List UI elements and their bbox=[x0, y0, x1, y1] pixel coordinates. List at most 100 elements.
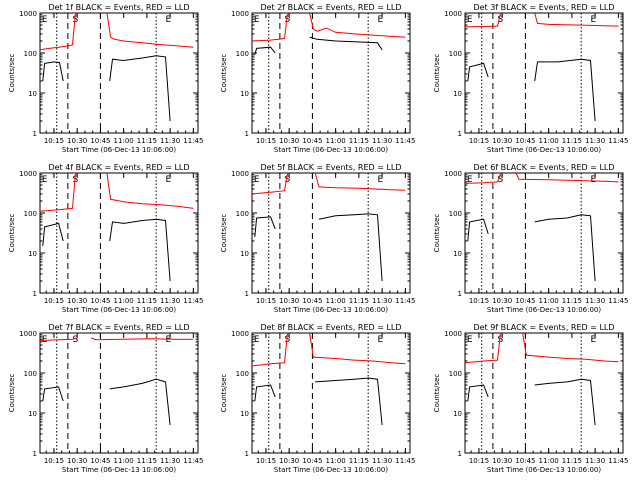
lld-series-line bbox=[106, 12, 194, 48]
plot-frame bbox=[464, 332, 624, 454]
x-tick-label: 11:15 bbox=[562, 457, 582, 465]
lld-series-line bbox=[522, 332, 619, 363]
x-tick-label: 10:30 bbox=[279, 457, 299, 465]
lld-series-line bbox=[309, 332, 406, 365]
chart-title: Det 1f BLACK = Events, RED = LLD bbox=[48, 3, 189, 12]
chart-title: Det 5f BLACK = Events, RED = LLD bbox=[260, 163, 401, 172]
x-tick-label: 11:30 bbox=[160, 137, 180, 145]
lld-series-line bbox=[515, 172, 619, 183]
y-tick-label: 100 bbox=[24, 50, 37, 58]
marker-label-s: S bbox=[285, 335, 291, 345]
events-series-line bbox=[534, 58, 596, 122]
x-tick-label: 11:15 bbox=[137, 297, 157, 305]
y-tick-label: 10 bbox=[240, 410, 249, 418]
x-tick-label: 10:15 bbox=[44, 297, 64, 305]
marker-label-e: E bbox=[377, 15, 383, 25]
marker-label-e: E bbox=[590, 15, 596, 25]
chart-panel-7: Det 7f BLACK = Events, RED = LLD 1 10 100 10… bbox=[8, 323, 203, 474]
x-tick-label: 11:30 bbox=[160, 297, 180, 305]
x-tick-label: 10:45 bbox=[90, 297, 110, 305]
events-series-line bbox=[254, 46, 276, 55]
lld-series-line bbox=[309, 12, 406, 38]
x-axis-label: Start Time (06-Dec-13 10:06:00) bbox=[487, 466, 601, 474]
marker-label-e: E bbox=[254, 175, 260, 185]
y-tick-label: 1 bbox=[33, 130, 37, 138]
marker-label-s: S bbox=[285, 175, 291, 185]
x-tick-label: 11:00 bbox=[326, 297, 346, 305]
y-tick-label: 1000 bbox=[19, 10, 37, 18]
chart-panel-6: Det 6f BLACK = Events, RED = LLD 1 10 100 10… bbox=[433, 163, 628, 314]
y-tick-label: 1 bbox=[458, 290, 462, 298]
marker-label-e: E bbox=[467, 335, 473, 345]
lld-series-line bbox=[39, 337, 78, 341]
marker-label-e: E bbox=[165, 15, 171, 25]
x-tick-label: 10:45 bbox=[515, 137, 535, 145]
y-tick-label: 1000 bbox=[231, 10, 249, 18]
x-tick-label: 11:30 bbox=[160, 457, 180, 465]
x-tick-label: 11:45 bbox=[608, 137, 628, 145]
x-axis-label: Start Time (06-Dec-13 10:06:00) bbox=[487, 146, 601, 154]
x-tick-label: 10:15 bbox=[256, 457, 276, 465]
x-tick-label: 11:00 bbox=[114, 457, 134, 465]
x-axis-label: Start Time (06-Dec-13 10:06:00) bbox=[62, 306, 176, 314]
y-tick-label: 10 bbox=[453, 90, 462, 98]
plot-frame bbox=[39, 172, 199, 294]
chart-panel-5: Det 5f BLACK = Events, RED = LLD 1 10 100 10… bbox=[220, 163, 415, 314]
marker-label-e: E bbox=[165, 175, 171, 185]
events-series-line bbox=[315, 377, 383, 426]
y-tick-label: 1000 bbox=[444, 330, 462, 338]
x-tick-label: 11:30 bbox=[585, 137, 605, 145]
y-axis-label: Counts/sec bbox=[8, 374, 16, 413]
x-tick-label: 11:15 bbox=[562, 137, 582, 145]
y-tick-label: 1000 bbox=[231, 170, 249, 178]
x-tick-label: 10:30 bbox=[492, 457, 512, 465]
chart-panel-1: Det 1f BLACK = Events, RED = LLD 1 10 100 10… bbox=[8, 3, 203, 154]
y-tick-label: 100 bbox=[24, 210, 37, 218]
x-tick-label: 10:45 bbox=[302, 457, 322, 465]
events-series-line bbox=[42, 386, 64, 402]
x-tick-label: 11:00 bbox=[326, 457, 346, 465]
y-tick-label: 1000 bbox=[444, 170, 462, 178]
x-tick-label: 10:15 bbox=[256, 297, 276, 305]
plot-frame bbox=[39, 332, 199, 454]
x-tick-label: 10:30 bbox=[492, 297, 512, 305]
y-tick-label: 10 bbox=[453, 410, 462, 418]
x-tick-label: 10:15 bbox=[469, 457, 489, 465]
x-tick-label: 10:45 bbox=[515, 297, 535, 305]
chart-panel-9: Det 9f BLACK = Events, RED = LLD 1 10 100 10… bbox=[433, 323, 628, 474]
y-tick-label: 100 bbox=[236, 370, 249, 378]
y-tick-label: 100 bbox=[449, 210, 462, 218]
x-tick-label: 11:00 bbox=[539, 137, 559, 145]
y-tick-label: 1 bbox=[245, 290, 249, 298]
plot-frame bbox=[39, 12, 199, 134]
marker-label-e: E bbox=[42, 175, 48, 185]
y-tick-label: 100 bbox=[236, 210, 249, 218]
y-tick-label: 10 bbox=[240, 90, 249, 98]
x-tick-label: 10:15 bbox=[44, 457, 64, 465]
plot-frame bbox=[251, 332, 411, 454]
lld-series-line bbox=[464, 172, 503, 184]
x-tick-label: 11:45 bbox=[183, 457, 203, 465]
x-axis-label: Start Time (06-Dec-13 10:06:00) bbox=[487, 306, 601, 314]
events-series-line bbox=[534, 214, 596, 282]
y-tick-label: 10 bbox=[28, 90, 37, 98]
lld-series-line bbox=[251, 172, 290, 195]
marker-label-e: E bbox=[467, 15, 473, 25]
chart-title: Det 8f BLACK = Events, RED = LLD bbox=[260, 323, 401, 332]
x-tick-label: 11:15 bbox=[562, 297, 582, 305]
x-tick-label: 11:30 bbox=[585, 297, 605, 305]
x-tick-label: 11:00 bbox=[539, 457, 559, 465]
marker-label-s: S bbox=[73, 335, 79, 345]
x-tick-label: 10:15 bbox=[469, 137, 489, 145]
y-tick-label: 1000 bbox=[19, 330, 37, 338]
y-tick-label: 10 bbox=[240, 250, 249, 258]
marker-label-e: E bbox=[254, 15, 260, 25]
x-tick-label: 11:45 bbox=[183, 297, 203, 305]
x-tick-label: 11:45 bbox=[608, 297, 628, 305]
chart-panel-2: Det 2f BLACK = Events, RED = LLD 1 10 100 10… bbox=[220, 3, 415, 154]
y-tick-label: 1000 bbox=[231, 330, 249, 338]
y-tick-label: 10 bbox=[28, 410, 37, 418]
events-series-line bbox=[467, 384, 489, 402]
x-axis-label: Start Time (06-Dec-13 10:06:00) bbox=[62, 146, 176, 154]
